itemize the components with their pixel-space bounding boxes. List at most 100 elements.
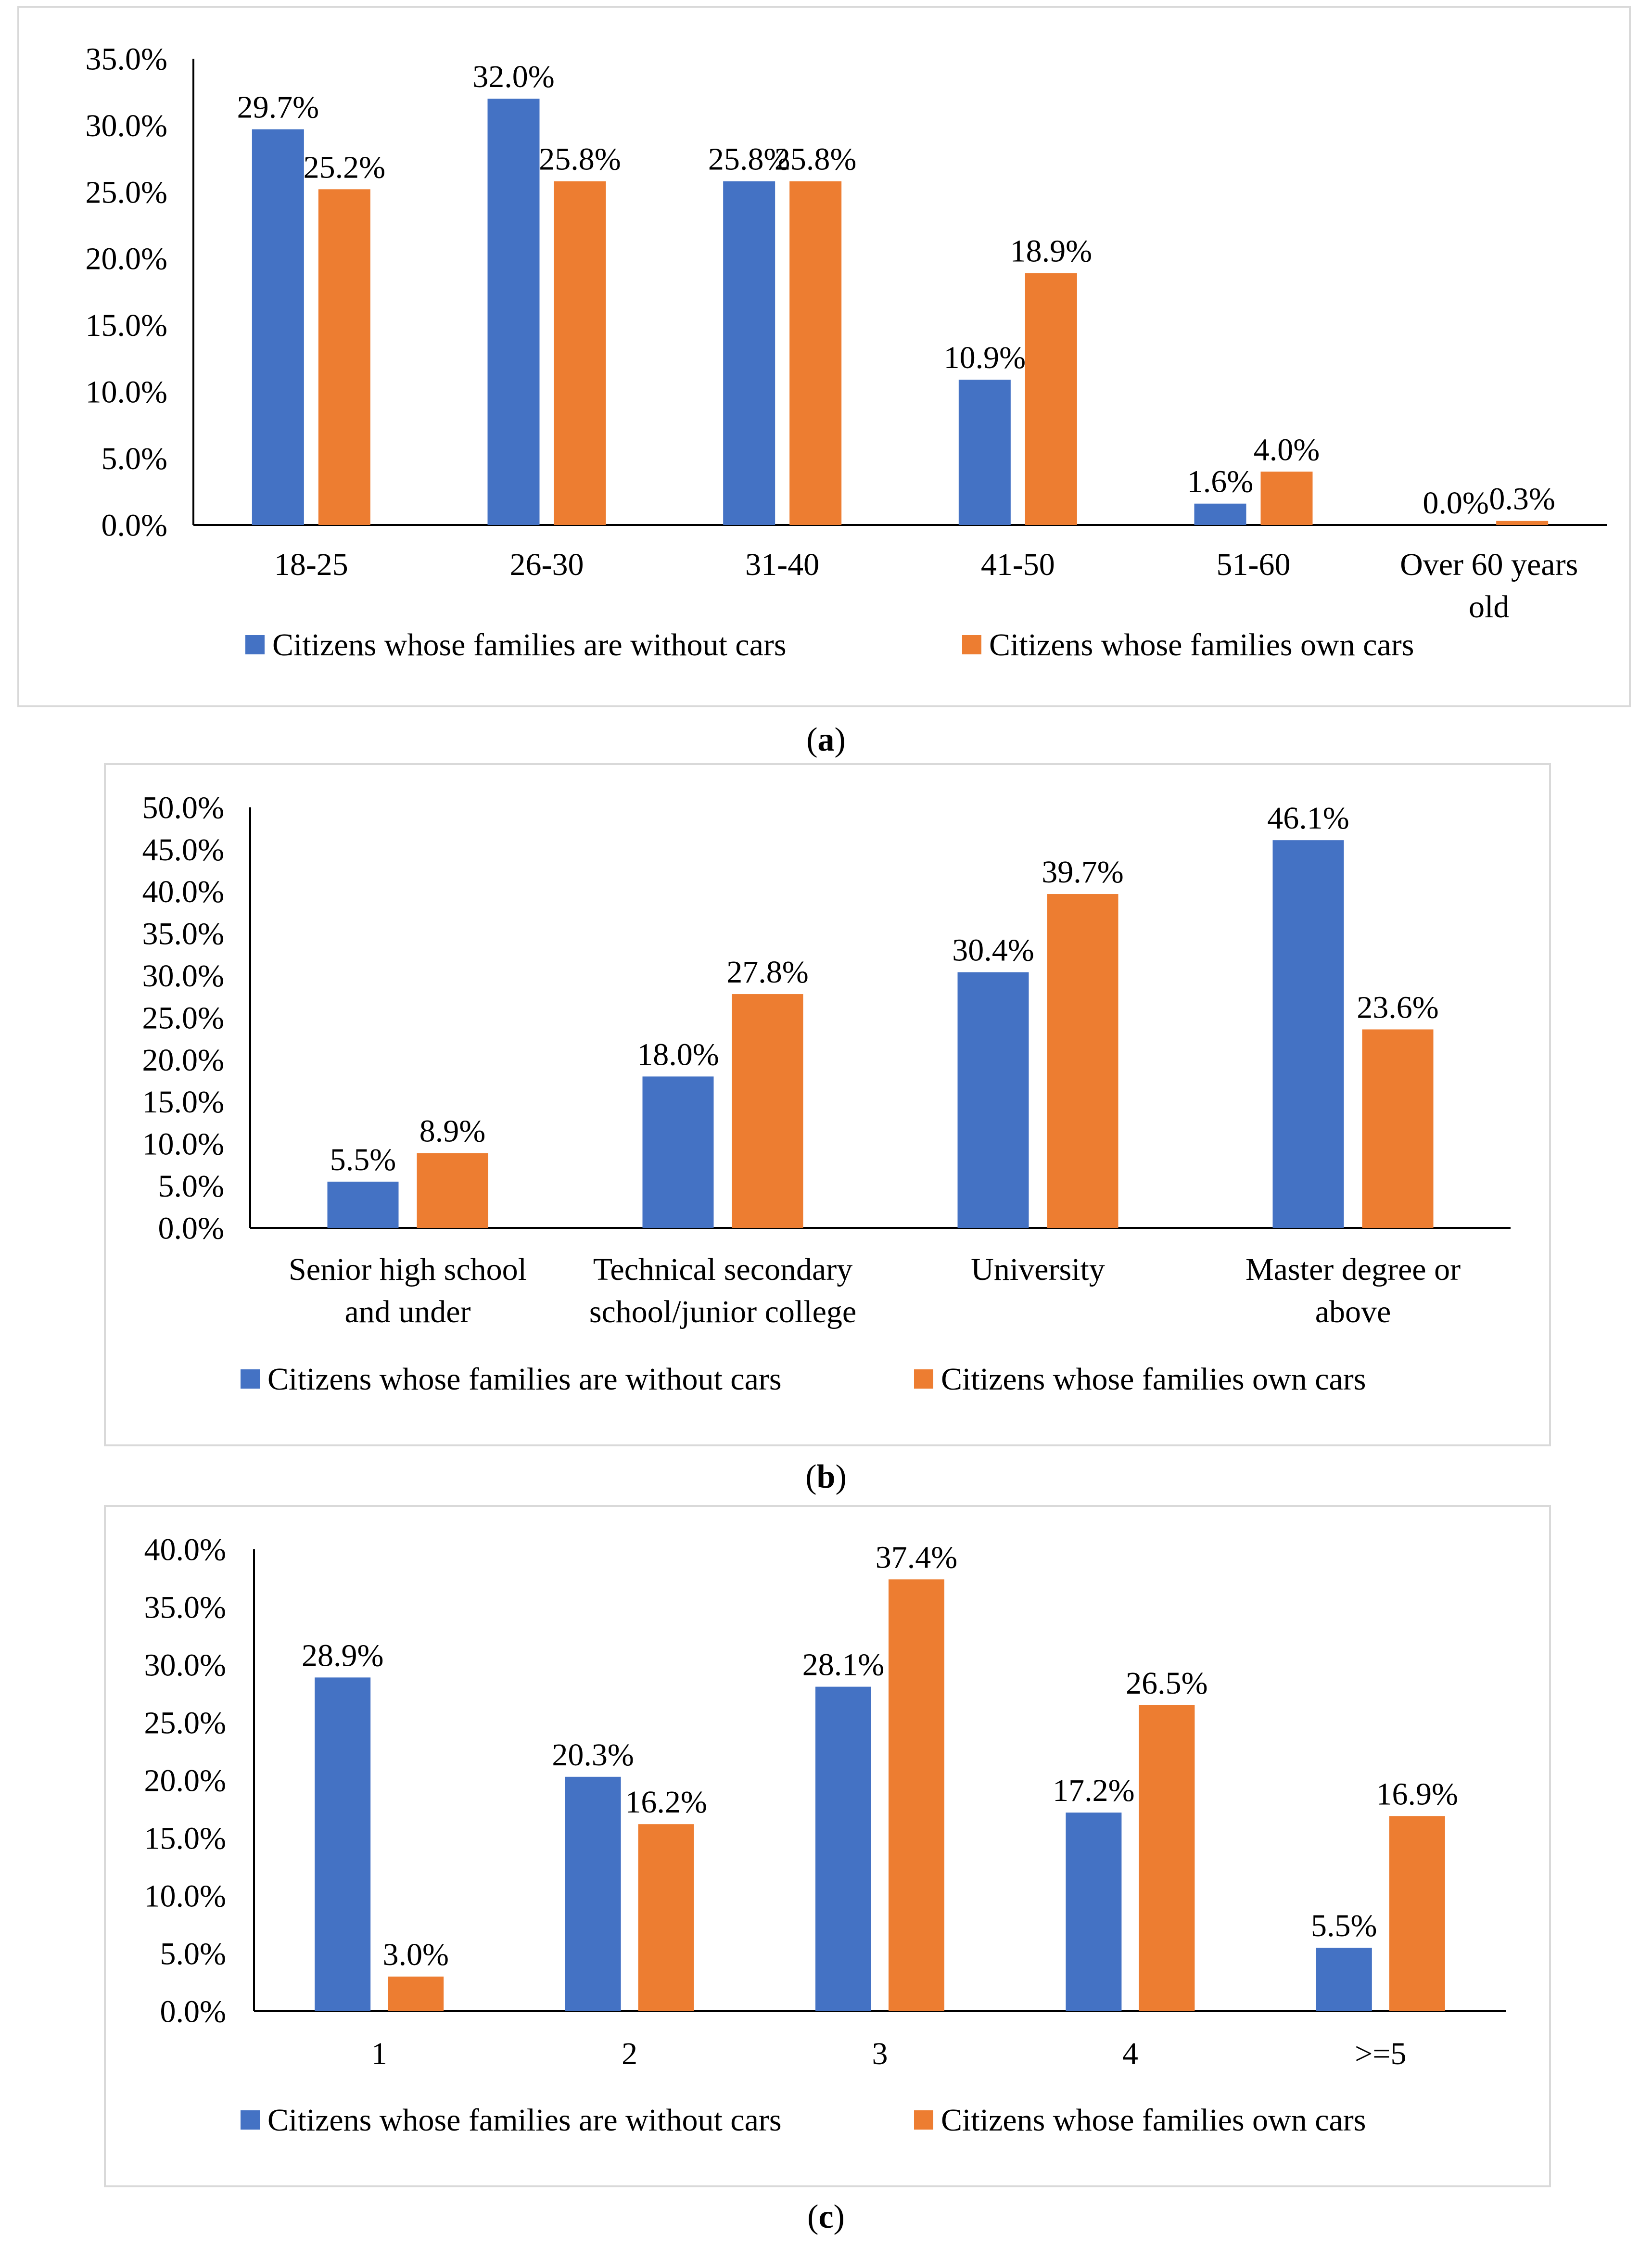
legend-swatch-c xyxy=(914,2110,933,2130)
bar-c-own-cars xyxy=(638,1824,694,2011)
bar-c-own-cars xyxy=(1389,1816,1445,2011)
category-label-c: 1 xyxy=(371,2036,387,2071)
bar-c-own-cars xyxy=(1139,1705,1195,2011)
bar-b-without-cars xyxy=(642,1076,714,1228)
y-tick-label-a: 0.0% xyxy=(102,508,167,543)
category-label-c: 3 xyxy=(872,2036,888,2071)
y-tick-label-c: 15.0% xyxy=(144,1821,226,1856)
data-label-b: 5.5% xyxy=(330,1142,396,1177)
category-label-a: 41-50 xyxy=(981,547,1055,582)
bar-a-without-cars xyxy=(1194,503,1246,525)
legend-swatch-b xyxy=(914,1369,933,1389)
data-label-a: 25.2% xyxy=(304,150,385,185)
data-label-a: 10.9% xyxy=(944,340,1026,375)
data-label-b: 27.8% xyxy=(726,955,808,990)
bar-b-without-cars xyxy=(1272,840,1344,1228)
data-label-c: 3.0% xyxy=(382,1937,448,1972)
bar-a-own-cars xyxy=(1260,472,1313,525)
data-label-b: 46.1% xyxy=(1267,801,1349,836)
data-label-b: 30.4% xyxy=(952,933,1034,968)
bar-b-own-cars xyxy=(1047,894,1118,1228)
legend-swatch-b xyxy=(241,1369,260,1389)
y-tick-label-c: 40.0% xyxy=(144,1532,226,1567)
bar-c-without-cars xyxy=(1066,1812,1122,2011)
data-label-b: 8.9% xyxy=(419,1113,485,1149)
category-label-a: 51-60 xyxy=(1217,547,1291,582)
y-tick-label-b: 0.0% xyxy=(158,1211,224,1246)
y-tick-label-c: 20.0% xyxy=(144,1763,226,1798)
data-label-c: 28.9% xyxy=(302,1638,383,1673)
data-label-c: 5.5% xyxy=(1311,1908,1377,1943)
bar-c-without-cars xyxy=(1316,1948,1372,2011)
category-label-b: school/junior college xyxy=(589,1294,856,1329)
legend-label-b: Citizens whose families are without cars xyxy=(267,1362,782,1397)
legend-swatch-c xyxy=(241,2110,260,2130)
data-label-a: 4.0% xyxy=(1254,432,1320,467)
bar-a-without-cars xyxy=(487,99,540,525)
category-label-a: old xyxy=(1469,589,1509,625)
bar-a-own-cars xyxy=(1025,273,1077,525)
legend-swatch-a xyxy=(962,635,981,654)
y-tick-label-b: 15.0% xyxy=(142,1085,224,1120)
y-tick-label-b: 10.0% xyxy=(142,1127,224,1162)
legend-label-c: Citizens whose families own cars xyxy=(941,2103,1366,2138)
data-label-a: 25.8% xyxy=(708,142,790,177)
y-tick-label-b: 35.0% xyxy=(142,917,224,952)
panel-a-caption: (a) xyxy=(806,721,846,758)
data-label-b: 18.0% xyxy=(637,1037,719,1072)
bar-a-own-cars xyxy=(789,181,842,525)
bar-c-without-cars xyxy=(565,1776,621,2011)
category-label-c: 4 xyxy=(1122,2036,1138,2071)
bar-a-without-cars xyxy=(958,380,1011,525)
y-tick-label-c: 10.0% xyxy=(144,1878,226,1914)
category-label-c: 2 xyxy=(622,2036,637,2071)
bar-b-own-cars xyxy=(417,1153,488,1228)
bar-a-without-cars xyxy=(723,181,775,525)
panel-c-caption: (c) xyxy=(807,2198,845,2235)
data-label-c: 37.4% xyxy=(876,1540,957,1575)
y-tick-label-a: 25.0% xyxy=(86,175,167,210)
y-tick-label-b: 45.0% xyxy=(142,832,224,868)
category-label-b: University xyxy=(971,1252,1105,1287)
data-label-c: 20.3% xyxy=(552,1737,634,1773)
y-tick-label-a: 30.0% xyxy=(86,108,167,143)
category-label-b: Master degree or xyxy=(1245,1252,1461,1287)
data-label-b: 23.6% xyxy=(1357,990,1438,1025)
bar-c-own-cars xyxy=(388,1977,444,2011)
bar-b-own-cars xyxy=(732,994,803,1228)
category-label-b: Senior high school xyxy=(289,1252,527,1287)
data-label-a: 18.9% xyxy=(1010,234,1092,269)
data-label-c: 16.2% xyxy=(625,1785,707,1820)
category-label-b: Technical secondary xyxy=(593,1252,853,1287)
data-label-a: 0.0% xyxy=(1423,485,1488,521)
category-label-b: and under xyxy=(344,1294,470,1329)
y-tick-label-c: 35.0% xyxy=(144,1590,226,1625)
data-label-a: 29.7% xyxy=(237,90,319,125)
data-label-a: 25.8% xyxy=(775,142,856,177)
legend-label-b: Citizens whose families own cars xyxy=(941,1362,1366,1397)
bar-b-own-cars xyxy=(1362,1029,1434,1228)
bar-a-own-cars xyxy=(554,181,606,525)
category-label-a: 18-25 xyxy=(274,547,348,582)
legend-swatch-a xyxy=(245,635,265,654)
data-label-a: 32.0% xyxy=(472,59,554,94)
y-tick-label-b: 30.0% xyxy=(142,958,224,994)
y-tick-label-b: 20.0% xyxy=(142,1043,224,1078)
y-tick-label-a: 20.0% xyxy=(86,242,167,277)
data-label-b: 39.7% xyxy=(1042,855,1123,890)
bar-a-without-cars xyxy=(252,129,304,525)
data-label-c: 26.5% xyxy=(1126,1666,1207,1701)
legend-label-a: Citizens whose families own cars xyxy=(989,627,1414,663)
category-label-a: 26-30 xyxy=(510,547,584,582)
panel-b-caption: (b) xyxy=(805,1458,847,1495)
y-tick-label-b: 25.0% xyxy=(142,1000,224,1035)
data-label-c: 17.2% xyxy=(1053,1773,1134,1808)
data-label-a: 25.8% xyxy=(539,142,621,177)
category-label-b: above xyxy=(1315,1294,1391,1329)
data-label-a: 0.3% xyxy=(1489,482,1555,517)
legend-label-c: Citizens whose families are without cars xyxy=(267,2103,782,2138)
y-tick-label-b: 40.0% xyxy=(142,874,224,909)
bar-c-without-cars xyxy=(815,1686,871,2011)
